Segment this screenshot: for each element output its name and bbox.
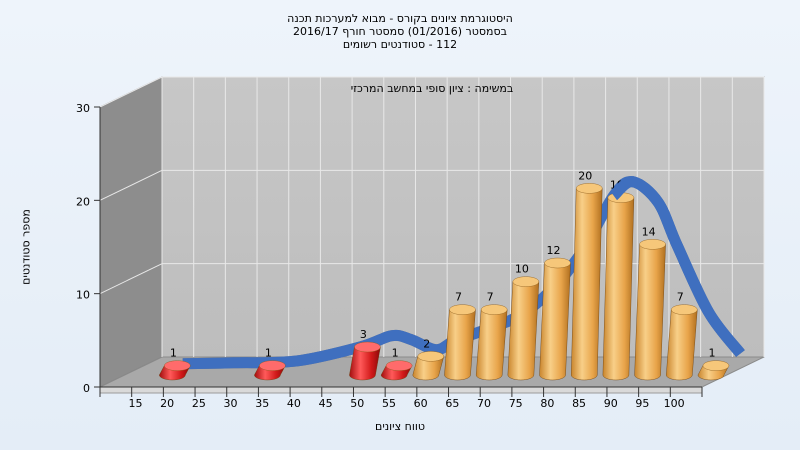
bar-body-55 bbox=[412, 356, 445, 381]
bar-70: 10 bbox=[507, 263, 540, 381]
bar-top-45 bbox=[354, 341, 381, 353]
bar-75: 12 bbox=[539, 244, 571, 381]
bar-15: 1 bbox=[159, 347, 191, 381]
data-label-60: 7 bbox=[455, 291, 462, 304]
gridline-side-3 bbox=[99, 76, 163, 108]
bar-80: 20 bbox=[571, 169, 603, 381]
bar-top-30 bbox=[259, 360, 286, 371]
x-tick-label-60: 60 bbox=[414, 397, 428, 410]
side-wall bbox=[99, 76, 163, 388]
data-label-70: 10 bbox=[515, 263, 529, 276]
bar-top-65 bbox=[480, 304, 508, 315]
bar-top-100 bbox=[702, 360, 730, 371]
x-tick-label-30: 30 bbox=[224, 397, 238, 410]
bar-body-90 bbox=[634, 244, 666, 381]
bar-body-70 bbox=[507, 281, 540, 381]
y-tick-label-3: 30 bbox=[76, 102, 90, 115]
x-axis-label: טווח ציונים bbox=[375, 420, 425, 433]
y-axis-label: מספר סטודנטים bbox=[19, 209, 33, 285]
data-label-30: 1 bbox=[265, 347, 272, 360]
bar-top-80 bbox=[576, 183, 603, 194]
x-tick-label-70: 70 bbox=[477, 397, 491, 410]
data-label-65: 7 bbox=[487, 291, 494, 304]
title-line-2: בסמסטר (01/2016) סמסטר חורף 2016/17 bbox=[293, 25, 507, 38]
title-line-1: היסטוגרמת ציונים בקורס - מבוא למערכות תכ… bbox=[287, 12, 513, 25]
x-tick-label-90: 90 bbox=[604, 397, 618, 410]
bar-90: 14 bbox=[634, 225, 666, 381]
bar-body-60 bbox=[444, 309, 476, 381]
x-tick-label-75: 75 bbox=[509, 397, 523, 410]
x-tick-label-80: 80 bbox=[540, 397, 554, 410]
chart-title: היסטוגרמת ציונים בקורס - מבוא למערכות תכ… bbox=[0, 12, 800, 51]
x-tick-label-85: 85 bbox=[572, 397, 586, 410]
bar-100: 1 bbox=[697, 347, 730, 381]
bar-65: 7 bbox=[475, 291, 508, 381]
bar-body-95 bbox=[666, 309, 698, 381]
bar-top-70 bbox=[512, 276, 540, 287]
axes-layer: 0 10 20 30 15 20 25 30 35 40 45 50 55 60 65 70 75 80 85 90 9… bbox=[76, 102, 703, 410]
x-tick-label-100: 100 bbox=[664, 397, 685, 410]
title-line-3: 112 - סטודנטים רשומים bbox=[342, 38, 458, 51]
gridline-side-1 bbox=[99, 263, 163, 295]
floor-edge bbox=[99, 386, 703, 394]
chart-annotation: במשימה : ציון סופי במחשב המרכזי bbox=[350, 82, 514, 95]
bar-top-95 bbox=[671, 304, 698, 315]
bar-body-80 bbox=[571, 188, 603, 381]
bar-30: 1 bbox=[254, 347, 286, 381]
y-tick-label-0: 0 bbox=[83, 382, 90, 395]
data-label-15: 1 bbox=[170, 347, 177, 360]
x-tick-label-15: 15 bbox=[128, 397, 142, 410]
x-tick-label-55: 55 bbox=[382, 397, 396, 410]
bar-top-60 bbox=[449, 304, 476, 315]
bar-45: 3 bbox=[349, 328, 381, 381]
bar-top-50 bbox=[385, 360, 413, 371]
x-tick-label-45: 45 bbox=[319, 397, 333, 410]
trend-curve-front bbox=[609, 176, 745, 357]
bar-body-45 bbox=[349, 346, 381, 381]
x-tick-label-65: 65 bbox=[445, 397, 459, 410]
bar-top-75 bbox=[544, 257, 571, 269]
data-label-90: 14 bbox=[642, 225, 656, 238]
bar-body-75 bbox=[539, 262, 571, 381]
gridline-side-2 bbox=[99, 169, 163, 201]
y-tick-label-2: 20 bbox=[76, 195, 90, 208]
trend-curve-peak bbox=[609, 176, 745, 357]
data-label-80: 20 bbox=[578, 169, 592, 182]
bar-body-85 bbox=[602, 197, 635, 381]
data-label-75: 12 bbox=[547, 244, 561, 257]
bar-85: 19 bbox=[602, 179, 635, 381]
bar-55: 2 bbox=[412, 337, 445, 381]
bar-95: 7 bbox=[666, 291, 698, 381]
bar-top-55 bbox=[417, 351, 444, 362]
x-tick-label-20: 20 bbox=[160, 397, 174, 410]
bar-top-90 bbox=[639, 239, 666, 250]
x-tick-label-95: 95 bbox=[635, 397, 649, 410]
x-tick-label-35: 35 bbox=[255, 397, 269, 410]
bar-top-15 bbox=[164, 360, 191, 371]
bar-50: 1 bbox=[380, 347, 413, 381]
data-label-100: 1 bbox=[708, 347, 715, 360]
y-tick-label-1: 10 bbox=[76, 289, 90, 302]
x-tick-label-25: 25 bbox=[192, 397, 206, 410]
bar-60: 7 bbox=[444, 291, 476, 381]
x-tick-label-40: 40 bbox=[287, 397, 301, 410]
data-label-45: 3 bbox=[360, 328, 367, 341]
data-label-55: 2 bbox=[423, 337, 430, 350]
data-label-95: 7 bbox=[677, 291, 684, 304]
bar-body-65 bbox=[475, 309, 508, 381]
x-tick-label-50: 50 bbox=[350, 397, 364, 410]
data-label-50: 1 bbox=[392, 347, 399, 360]
